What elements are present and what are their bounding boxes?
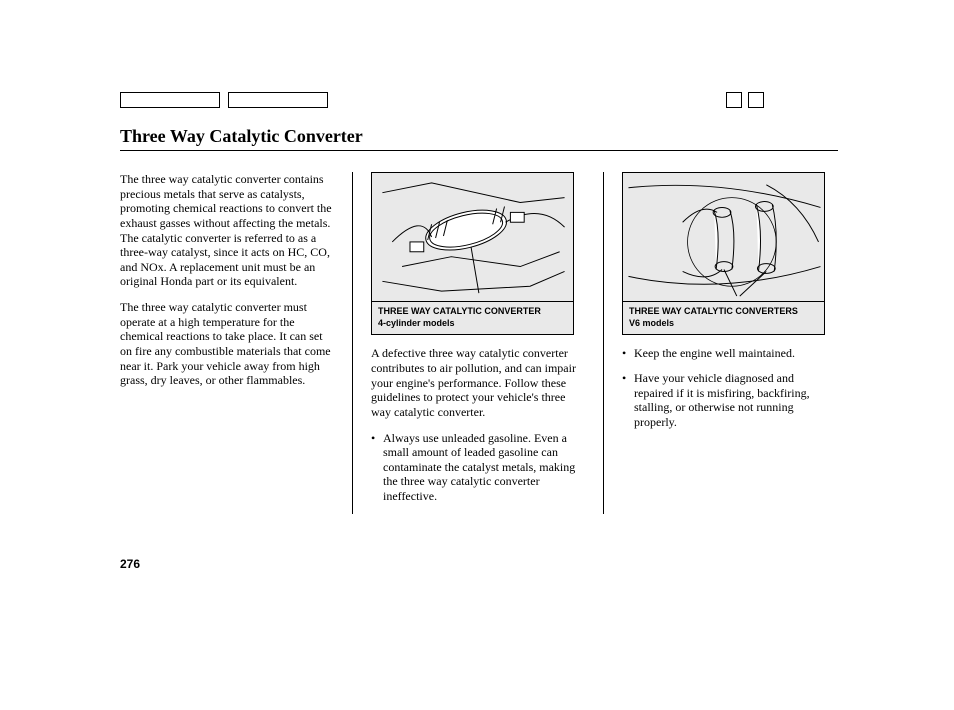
corner-box [748, 92, 764, 108]
page-number: 276 [120, 557, 140, 571]
column-3: THREE WAY CATALYTIC CONVERTERS V6 models… [622, 172, 836, 514]
corner-box [726, 92, 742, 108]
figure-caption: THREE WAY CATALYTIC CONVERTERS V6 models [622, 302, 825, 335]
page-title: Three Way Catalytic Converter [120, 126, 363, 147]
figure-caption-sub: 4-cylinder models [378, 318, 567, 330]
catalytic-converter-v6-illustration [623, 173, 824, 301]
crop-box [120, 92, 220, 108]
column-1: The three way catalytic converter contai… [120, 172, 334, 514]
body-paragraph: The three way catalytic converter must o… [120, 300, 334, 388]
column-separator [352, 172, 353, 514]
corner-marks [726, 92, 764, 108]
crop-marks [120, 92, 328, 108]
bullet-list: Keep the engine well maintained. Have yo… [622, 346, 836, 429]
crop-box [228, 92, 328, 108]
body-paragraph: The three way catalytic converter contai… [120, 172, 334, 289]
body-paragraph: A defective three way catalytic converte… [371, 346, 585, 419]
column-separator [603, 172, 604, 514]
catalytic-converter-4cyl-illustration [372, 173, 573, 301]
figure-caption: THREE WAY CATALYTIC CONVERTER 4-cylinder… [371, 302, 574, 335]
title-rule [120, 150, 838, 151]
bullet-list: Always use unleaded gasoline. Even a sma… [371, 431, 585, 504]
figure-v6 [622, 172, 825, 302]
figure-caption-main: THREE WAY CATALYTIC CONVERTERS [629, 306, 798, 316]
list-item: Have your vehicle diagnosed and repaired… [622, 371, 836, 430]
figure-caption-main: THREE WAY CATALYTIC CONVERTER [378, 306, 541, 316]
figure-4cyl [371, 172, 574, 302]
list-item: Keep the engine well maintained. [622, 346, 836, 361]
figure-caption-sub: V6 models [629, 318, 818, 330]
list-item: Always use unleaded gasoline. Even a sma… [371, 431, 585, 504]
manual-page: Three Way Catalytic Converter The three … [0, 0, 954, 710]
content-columns: The three way catalytic converter contai… [120, 172, 838, 514]
column-2: THREE WAY CATALYTIC CONVERTER 4-cylinder… [371, 172, 585, 514]
